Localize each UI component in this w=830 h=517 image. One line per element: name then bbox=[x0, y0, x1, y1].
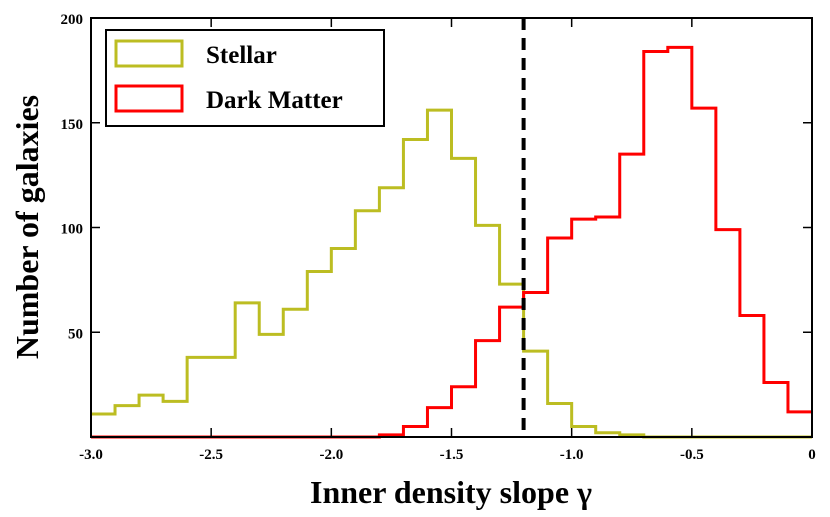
legend-swatch-stellar bbox=[114, 39, 184, 68]
x-axis-title: Inner density slope γ bbox=[310, 474, 592, 510]
legend-label-dark-matter: Dark Matter bbox=[206, 87, 343, 114]
y-tick-label: 150 bbox=[61, 117, 84, 133]
legend-swatch-dark-matter bbox=[114, 84, 184, 113]
x-tick-label: -1.0 bbox=[560, 447, 584, 463]
x-tick-label: -2.5 bbox=[199, 447, 223, 463]
y-tick-label: 50 bbox=[68, 326, 83, 342]
x-tick-label: 0 bbox=[808, 447, 816, 463]
y-tick-label: 200 bbox=[61, 12, 84, 28]
x-tick-label: -0.5 bbox=[680, 447, 704, 463]
y-axis-title: Number of galaxies bbox=[9, 95, 45, 359]
ticks-layer: -3.0 -2.5 -2.0 -1.5 -1.0 -0.5 0 50 100 150 200 bbox=[61, 12, 816, 463]
legend-box bbox=[105, 29, 385, 127]
x-tick-label: -1.5 bbox=[440, 447, 464, 463]
x-tick-label: -2.0 bbox=[319, 447, 343, 463]
y-tick-label: 100 bbox=[61, 222, 84, 238]
series-line-stellar bbox=[91, 108, 812, 439]
legend-label-stellar: Stellar bbox=[206, 42, 277, 69]
x-tick-label: -3.0 bbox=[79, 447, 103, 463]
legend: Stellar Dark Matter bbox=[105, 29, 385, 127]
